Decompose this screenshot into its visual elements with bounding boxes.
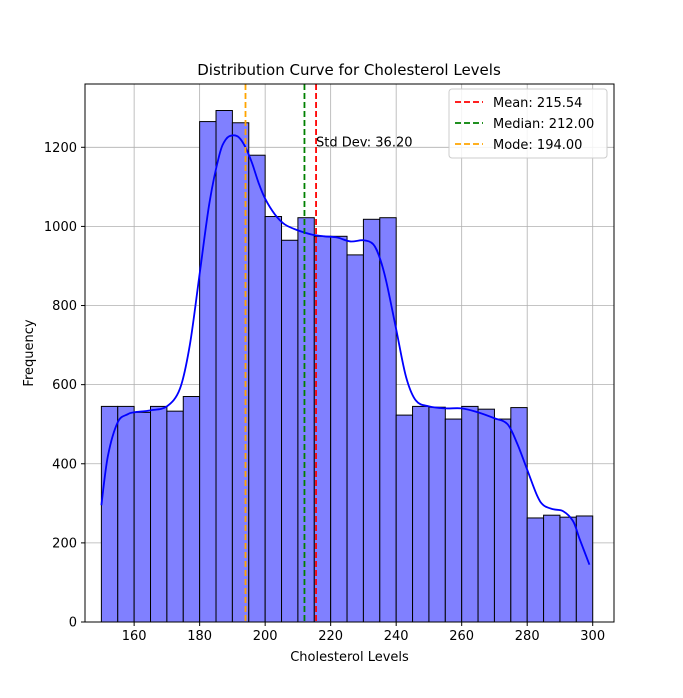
histogram-bar [133, 411, 152, 623]
histogram-bar [346, 254, 364, 623]
y-tick-label: 1200 [44, 141, 77, 156]
legend: Mean: 215.54 Median: 212.00 Mode: 194.00 [448, 88, 608, 159]
kde-curve [100, 134, 591, 565]
chart-title: Distribution Curve for Cholesterol Level… [197, 61, 501, 79]
y-axis-label: Frequency [22, 319, 37, 386]
histogram-bar [444, 418, 463, 623]
legend-label: Mean: 215.54 [493, 96, 582, 111]
histogram-bar [477, 408, 495, 623]
histogram-bar [199, 121, 217, 623]
y-tick-label: 400 [52, 457, 77, 472]
legend-box [448, 88, 608, 159]
plot-area: Std Dev: 36.20 [84, 83, 615, 623]
y-axis-ticks: 0 200 400 600 800 1000 1200 [44, 141, 85, 631]
x-tick-label: 300 [580, 629, 605, 644]
histogram-bar [117, 405, 135, 623]
histogram-bar [412, 405, 430, 623]
x-axis-label: Cholesterol Levels [290, 650, 409, 665]
histogram-bar [493, 418, 512, 623]
histogram-bar [362, 218, 381, 623]
histogram-bar [575, 515, 594, 623]
histogram-bar [182, 396, 201, 623]
annotation-std-dev: Std Dev: 36.20 [316, 135, 412, 150]
x-tick-label: 240 [384, 629, 409, 644]
legend-label: Mode: 194.00 [493, 138, 582, 153]
plot-frame [84, 83, 615, 623]
histogram-bar [379, 217, 397, 623]
histogram-bar [543, 514, 561, 623]
histogram-bar [166, 410, 184, 623]
y-tick-label: 800 [52, 299, 77, 314]
histogram-bar [428, 406, 446, 623]
histogram-bar [510, 407, 528, 623]
y-tick-label: 0 [69, 616, 77, 631]
histogram-bar [248, 154, 266, 623]
x-tick-label: 280 [515, 629, 540, 644]
histogram-bar [395, 414, 414, 623]
x-axis-ticks: 160 180 200 220 240 260 280 300 [122, 622, 605, 644]
histogram-bar [330, 235, 348, 623]
histogram-bar [215, 110, 233, 623]
x-tick-label: 160 [122, 629, 147, 644]
annotations: Std Dev: 36.20 [316, 135, 412, 150]
bars [100, 110, 594, 623]
kde-layer [100, 134, 591, 565]
x-tick-label: 200 [253, 629, 278, 644]
histogram-bar [150, 405, 168, 623]
y-tick-label: 1000 [44, 220, 77, 235]
y-tick-label: 600 [52, 378, 77, 393]
y-tick-label: 200 [52, 536, 77, 551]
histogram-bar [559, 516, 577, 623]
histogram-bar [461, 405, 479, 623]
x-tick-label: 220 [318, 629, 343, 644]
histogram-bar [281, 239, 299, 623]
x-tick-label: 260 [449, 629, 474, 644]
histogram-bar [526, 517, 545, 623]
histogram-bar [100, 405, 119, 623]
histogram-bar [264, 216, 283, 623]
histogram-bar [297, 217, 315, 623]
legend-label: Median: 212.00 [493, 117, 594, 132]
x-tick-label: 180 [187, 629, 212, 644]
